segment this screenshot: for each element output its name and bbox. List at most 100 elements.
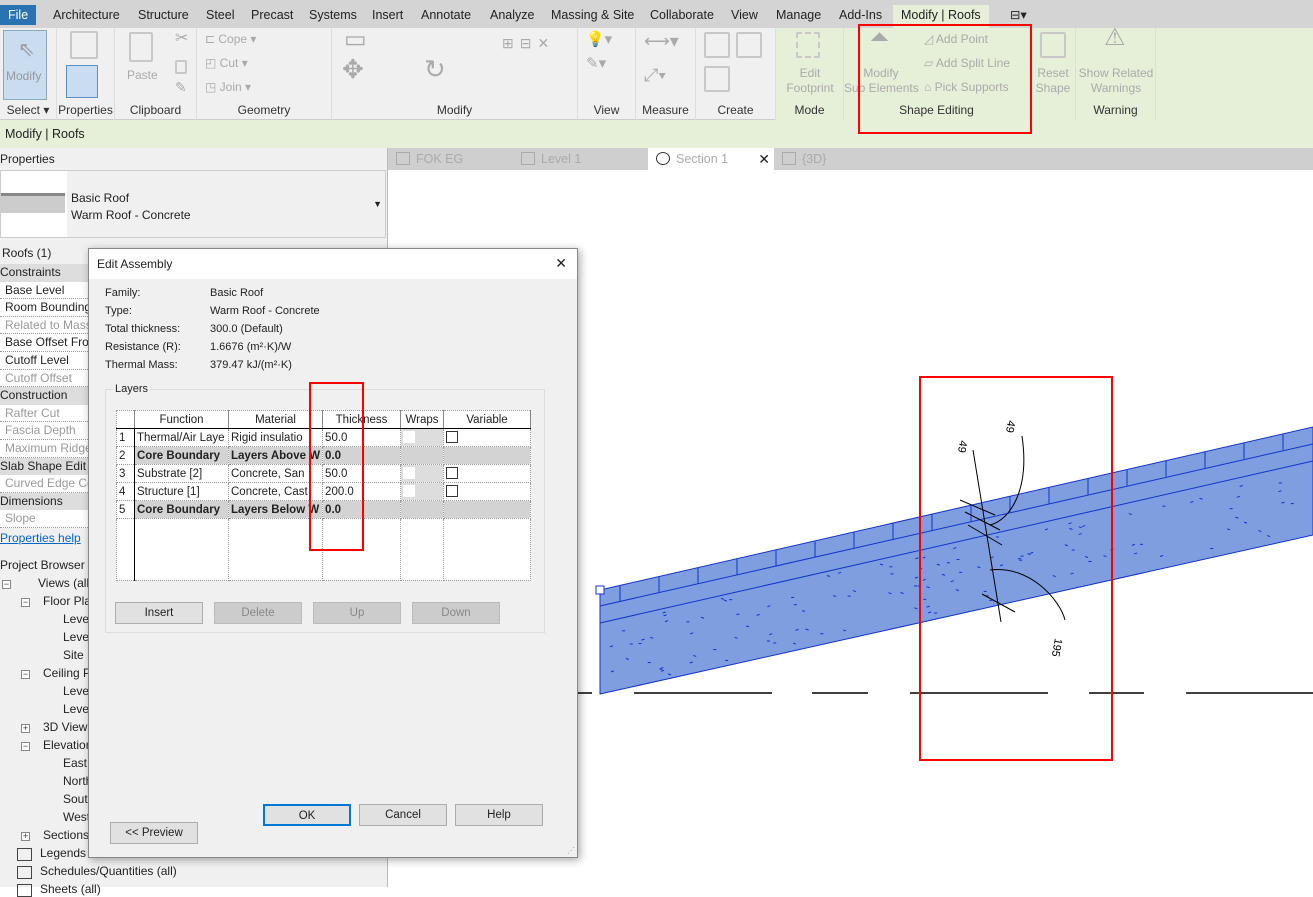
layer-row[interactable]: 4 Structure [1] Concrete, Cast 200.0	[116, 482, 531, 501]
browser-item[interactable]: South	[63, 792, 95, 806]
align-icon[interactable]: ▭	[344, 26, 367, 53]
menu-tab-annotate[interactable]: Annotate	[421, 8, 472, 22]
cell-n[interactable]: 1	[116, 428, 135, 447]
property-row[interactable]: Cutoff Offset	[0, 369, 90, 388]
edit-footprint-icon[interactable]	[796, 32, 820, 58]
menu-tab-systems[interactable]: Systems	[309, 8, 357, 22]
property-category[interactable]: Slab Shape Edit	[0, 457, 90, 476]
property-row[interactable]: Cutoff Level	[0, 352, 90, 370]
ok-button[interactable]: OK	[263, 804, 351, 826]
layer-row[interactable]: 3 Substrate [2] Concrete, San 50.0	[116, 464, 531, 483]
dimension-icon[interactable]: ⤢▾	[644, 65, 666, 85]
property-row[interactable]: Rafter Cut	[0, 404, 90, 423]
property-category[interactable]: Construction	[0, 387, 90, 405]
properties-help-link[interactable]: Properties help	[0, 531, 81, 545]
resize-grip[interactable]: ⋰	[567, 846, 575, 855]
cell-material[interactable]: Layers Above W	[227, 446, 324, 465]
paste-button[interactable]: Paste	[127, 68, 158, 82]
add-point-button[interactable]: ◿ Add Point	[924, 32, 988, 46]
property-row[interactable]: Fascia Depth	[0, 422, 90, 440]
collapse-icon[interactable]: −	[21, 741, 30, 751]
show-related-warnings-button[interactable]: Show Related Warnings	[1078, 66, 1154, 95]
close-icon[interactable]: ✕	[555, 255, 567, 271]
browser-item[interactable]: Sheets (all)	[40, 882, 101, 896]
create-group-icon[interactable]	[736, 32, 762, 58]
property-row[interactable]: Maximum Ridge	[0, 440, 90, 458]
menu-tab-manage[interactable]: Manage	[776, 8, 822, 22]
ribbon-toggle-icon[interactable]: ⊟▾	[1010, 8, 1027, 22]
type-selector[interactable]: Basic Roof Warm Roof - Concrete ▼	[0, 170, 386, 238]
reset-shape-button[interactable]: Reset Shape	[1035, 66, 1071, 95]
menu-tab-architecture[interactable]: Architecture	[53, 8, 120, 22]
tab-section-1[interactable]: Section 1 ✕	[648, 148, 774, 170]
insert-button[interactable]: Insert	[115, 602, 203, 624]
variable-checkbox[interactable]	[446, 467, 459, 480]
menu-tab-steel[interactable]: Steel	[206, 8, 235, 22]
cell-n[interactable]: 4	[116, 482, 135, 501]
browser-item[interactable]: Level	[63, 702, 92, 716]
browser-item[interactable]: Level	[63, 684, 92, 698]
paste-icon[interactable]	[129, 32, 153, 62]
override-graphics-icon[interactable]: ✎▾	[586, 55, 607, 72]
browser-item[interactable]: East	[63, 756, 88, 770]
help-button[interactable]: Help	[455, 804, 543, 826]
wraps-checkbox[interactable]	[403, 485, 416, 498]
selection-filter[interactable]: Roofs (1)	[2, 246, 52, 260]
browser-item[interactable]: Sections	[43, 828, 90, 842]
browser-item[interactable]: Elevations	[43, 738, 99, 752]
layers-table[interactable]: Function Material Thickness Wraps Variable 1…	[116, 410, 531, 581]
menu-tab-insert[interactable]: Insert	[372, 8, 404, 22]
layer-row[interactable]: 2 Core Boundary Layers Above W 0.0	[116, 446, 531, 465]
menu-tab-precast[interactable]: Precast	[251, 8, 294, 22]
browser-item[interactable]: Level	[63, 612, 92, 626]
measure-icon[interactable]: ⟷▾	[644, 31, 679, 51]
edit-footprint-button[interactable]: Edit Footprint	[786, 66, 834, 95]
cell-thickness[interactable]: 0.0	[322, 446, 402, 465]
property-category[interactable]: Dimensions	[0, 492, 90, 511]
property-row[interactable]: Base Level	[0, 281, 90, 300]
browser-item[interactable]: Schedules/Quantities (all)	[40, 864, 177, 878]
properties-toggle-button[interactable]	[66, 65, 98, 98]
cell-function[interactable]: Structure [1]	[134, 482, 229, 501]
cope-button[interactable]: ⊏ Cope ▾	[205, 32, 257, 46]
tab-fok-eg[interactable]: FOK EG	[388, 148, 513, 170]
collapse-icon[interactable]: −	[2, 579, 11, 589]
close-tab-icon[interactable]: ✕	[758, 151, 770, 167]
cell-function[interactable]: Substrate [2]	[134, 464, 229, 483]
cell-material[interactable]: Concrete, Cast	[227, 482, 324, 501]
variable-checkbox[interactable]	[446, 431, 459, 444]
expand-icon[interactable]: +	[21, 831, 30, 841]
cancel-button[interactable]: Cancel	[359, 804, 447, 826]
cell-n[interactable]: 3	[116, 464, 135, 483]
chevron-down-icon[interactable]: ▼	[373, 199, 382, 209]
pick-supports-button[interactable]: ⌂ Pick Supports	[924, 80, 1009, 94]
expand-icon[interactable]: +	[21, 723, 30, 733]
cut-geometry-button[interactable]: ◰ Cut ▾	[205, 56, 248, 70]
wraps-checkbox[interactable]	[403, 467, 416, 480]
modify-sub-elements-icon[interactable]: ⏶	[870, 24, 890, 51]
layer-row[interactable]: 5 Core Boundary Layers Below W 0.0	[116, 500, 531, 519]
cell-thickness[interactable]: 0.0	[322, 500, 402, 519]
menu-tab-view[interactable]: View	[731, 8, 758, 22]
create-assembly-icon[interactable]	[704, 32, 730, 58]
down-button[interactable]: Down	[412, 602, 500, 624]
cell-function[interactable]: Thermal/Air Laye	[134, 428, 229, 447]
property-category[interactable]: Constraints	[0, 264, 90, 282]
join-button[interactable]: ◳ Join ▾	[205, 80, 252, 94]
modify-tools-icons[interactable]: ⊞⊟✕	[502, 35, 556, 51]
cell-material[interactable]: Layers Below W	[227, 500, 324, 519]
property-row[interactable]: Room Bounding	[0, 299, 90, 317]
menu-tab-file[interactable]: File	[0, 5, 37, 25]
menu-tab-add-ins[interactable]: Add-Ins	[839, 8, 883, 22]
browser-item[interactable]: Views (all)	[38, 576, 94, 590]
browser-item[interactable]: Site	[63, 648, 84, 662]
cut-clipboard-icon[interactable]: ✂	[175, 30, 189, 47]
property-row[interactable]: Curved Edge Co	[0, 475, 90, 493]
browser-item[interactable]: Legends	[40, 846, 87, 860]
up-button[interactable]: Up	[313, 602, 401, 624]
cell-n[interactable]: 5	[116, 500, 135, 519]
cell-n[interactable]: 2	[116, 446, 135, 465]
collapse-icon[interactable]: −	[21, 597, 30, 607]
property-row[interactable]: Base Offset From	[0, 334, 90, 352]
browser-item[interactable]: Level	[63, 630, 92, 644]
